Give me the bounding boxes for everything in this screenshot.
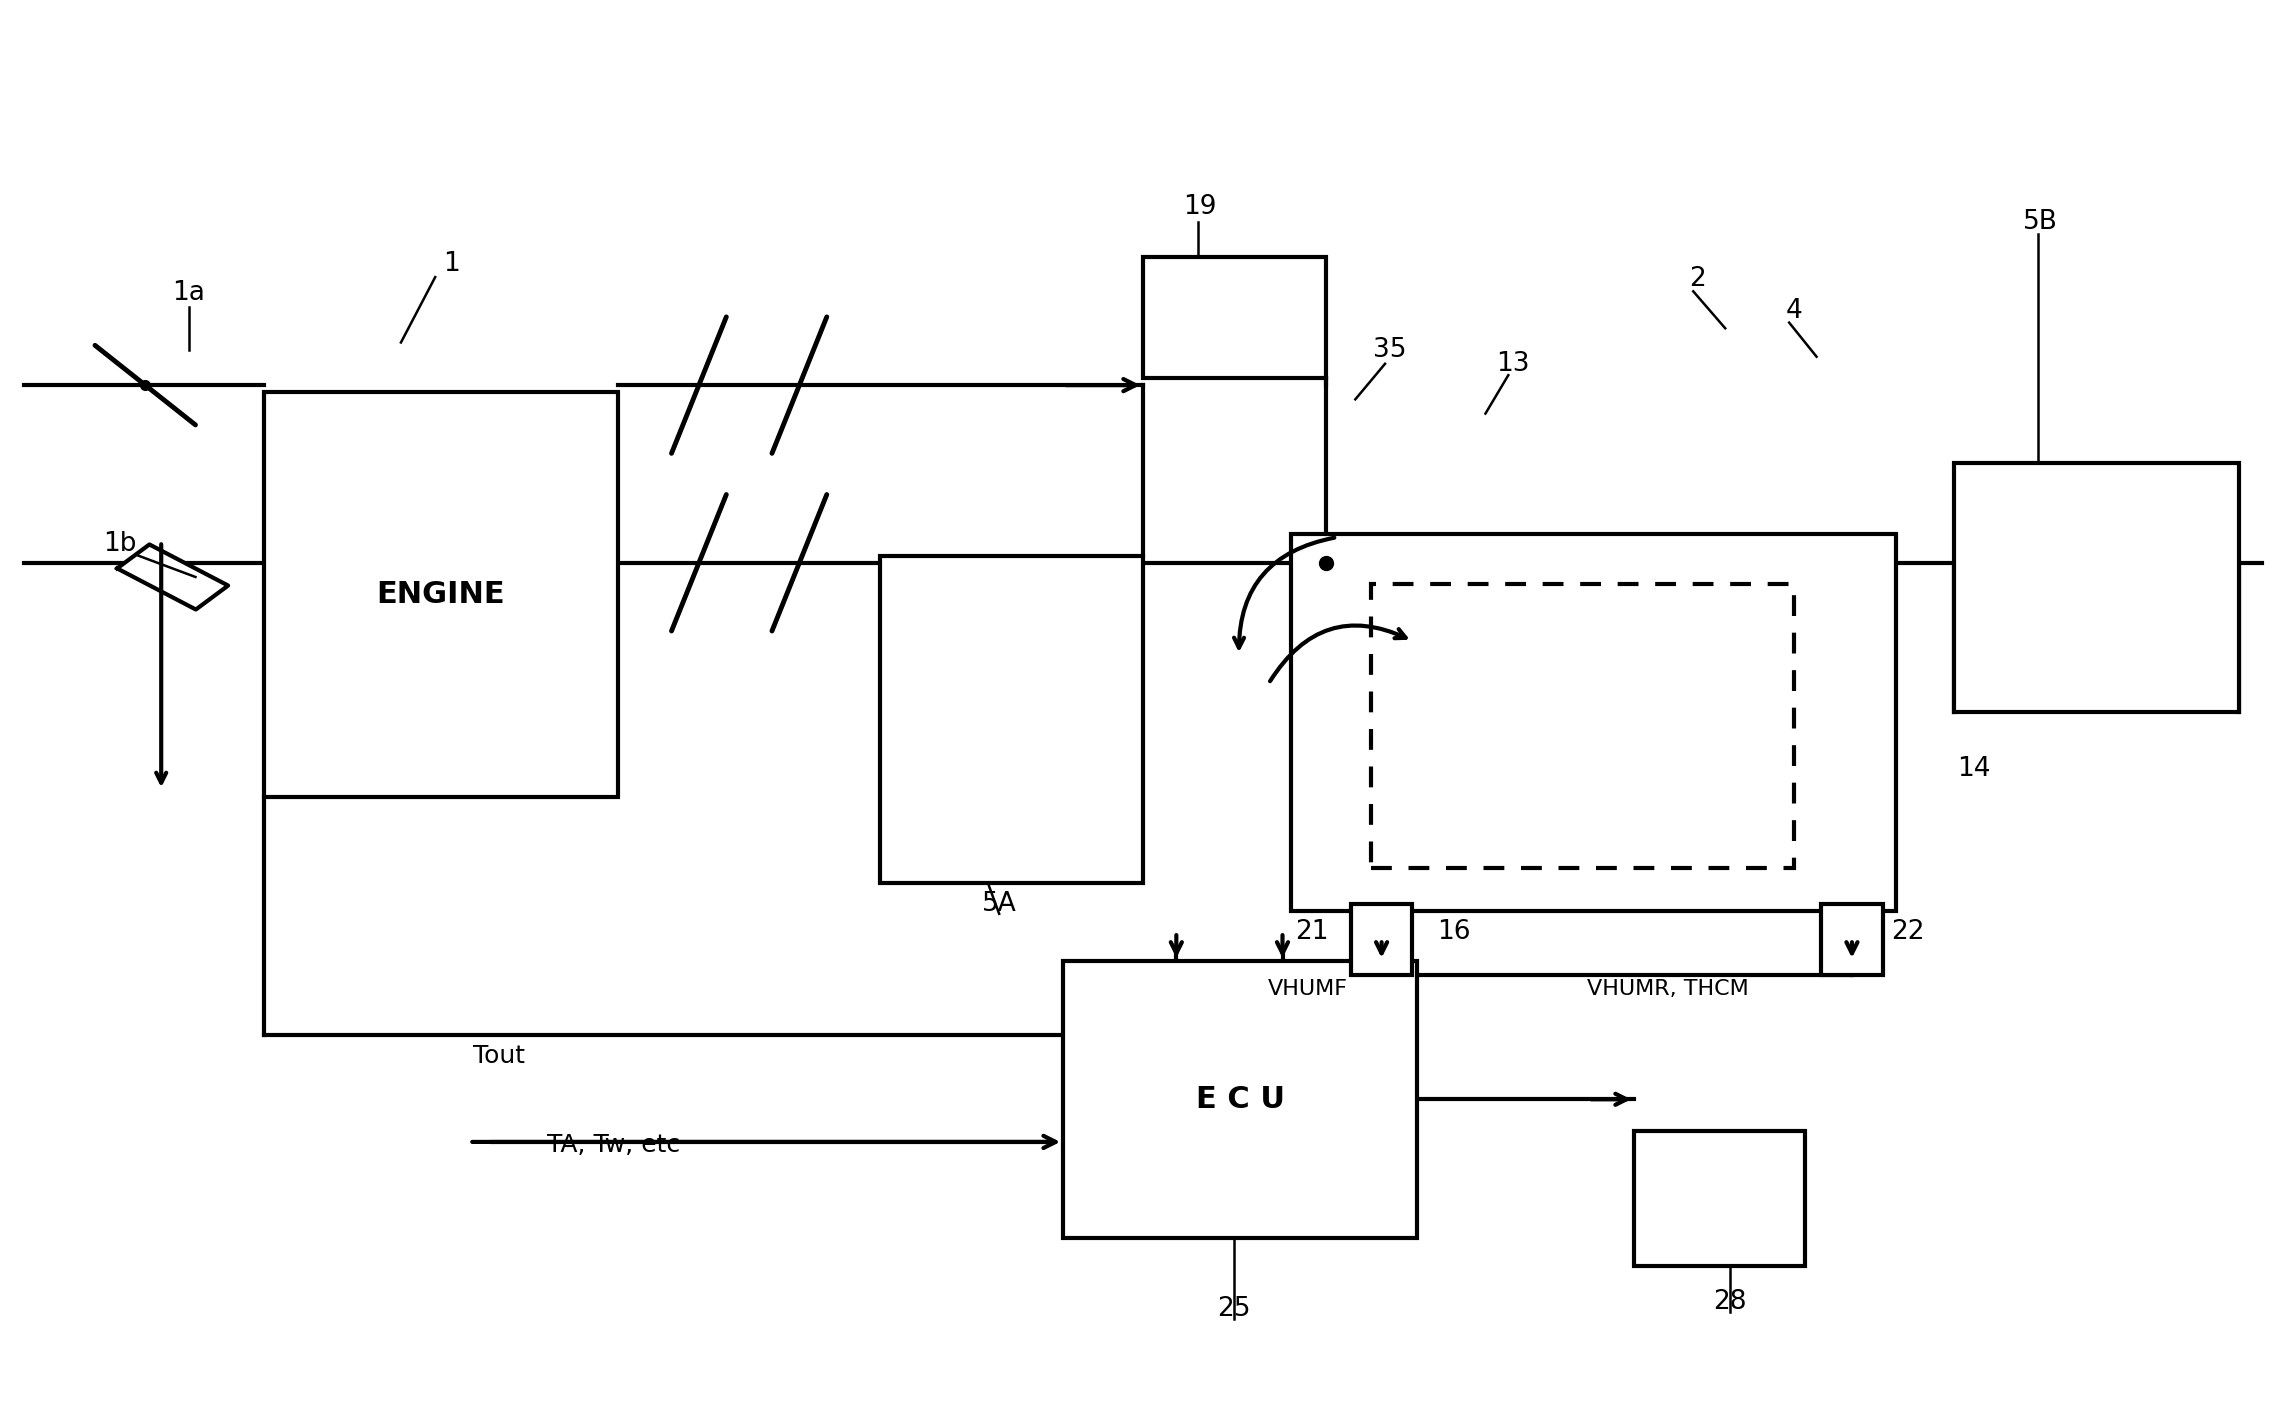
Bar (1372, 584, 1795, 869)
Bar (263, 392, 617, 797)
Text: 22: 22 (1891, 920, 1925, 946)
Bar (1143, 258, 1326, 377)
Text: 1a: 1a (171, 279, 206, 306)
Bar (1063, 961, 1417, 1237)
Bar (1634, 1131, 1806, 1266)
Text: E C U: E C U (1196, 1085, 1285, 1114)
Polygon shape (117, 544, 229, 609)
Text: 5A: 5A (981, 891, 1017, 917)
Text: 25: 25 (1218, 1296, 1250, 1321)
Bar (1292, 534, 1897, 911)
Text: 1: 1 (443, 251, 459, 278)
Text: 16: 16 (1438, 920, 1470, 946)
Bar (1822, 904, 1884, 975)
Text: 4: 4 (1785, 298, 1801, 325)
Bar (1351, 904, 1413, 975)
Text: ENGINE: ENGINE (377, 580, 505, 609)
Text: VHUMF: VHUMF (1266, 980, 1346, 1000)
Text: 14: 14 (1957, 756, 1991, 782)
Text: 2: 2 (1689, 265, 1705, 292)
Text: 13: 13 (1495, 350, 1529, 377)
Text: Tout: Tout (473, 1044, 526, 1068)
Text: VHUMR, THCM: VHUMR, THCM (1586, 980, 1749, 1000)
Bar (1955, 463, 2238, 712)
Text: 5B: 5B (2023, 209, 2057, 235)
Text: 28: 28 (1712, 1289, 1747, 1314)
Text: 19: 19 (1184, 195, 1216, 221)
Text: 35: 35 (1374, 336, 1406, 363)
Bar (880, 555, 1143, 883)
Text: 1b: 1b (103, 531, 137, 557)
Text: TA, Tw, etc: TA, Tw, etc (546, 1134, 679, 1158)
Text: 21: 21 (1296, 920, 1328, 946)
